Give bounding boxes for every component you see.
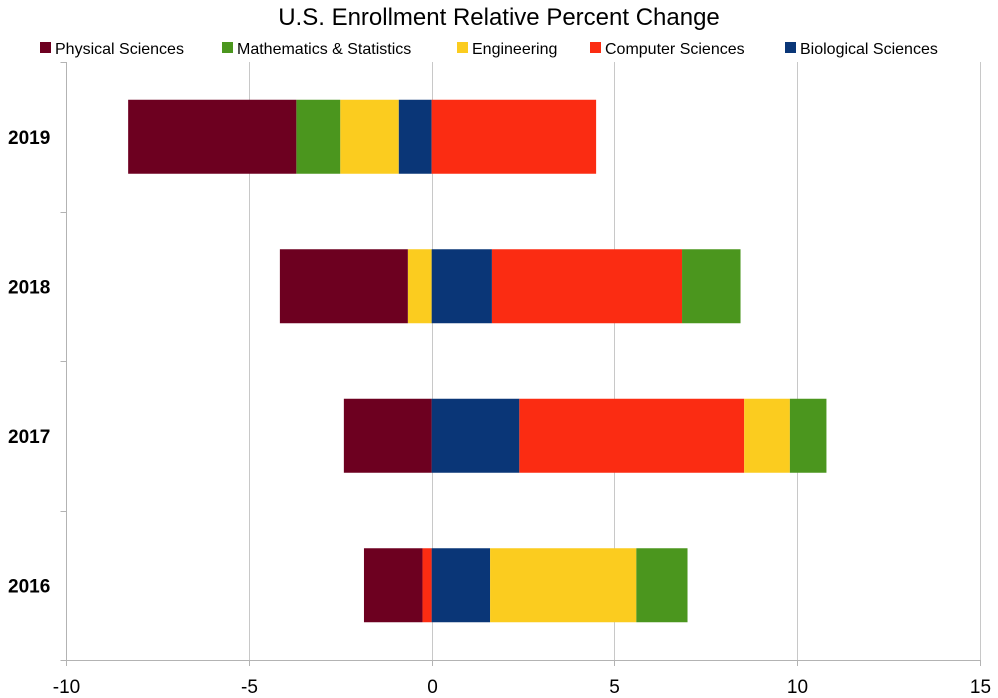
legend-swatch xyxy=(222,42,233,53)
x-tick-label: 0 xyxy=(427,677,438,698)
legend-swatch xyxy=(457,42,468,53)
x-tick-label: 10 xyxy=(787,677,808,698)
legend-item: Mathematics & Statistics xyxy=(222,41,411,58)
x-tick-label: 5 xyxy=(609,677,620,698)
legend-item: Engineering xyxy=(457,41,557,58)
bar-segment xyxy=(789,398,827,473)
x-tick-label: -10 xyxy=(53,677,80,698)
legend-swatch xyxy=(590,42,601,53)
bar-segment xyxy=(279,249,408,324)
bar-segment xyxy=(422,548,432,623)
legend-item: Computer Sciences xyxy=(590,41,745,58)
bar-segment xyxy=(682,249,741,324)
y-axis: 2019 2018 2017 2016 xyxy=(8,62,67,661)
bar-segment xyxy=(490,548,637,623)
legend-label: Physical Sciences xyxy=(55,41,184,58)
x-tick-label: -5 xyxy=(241,677,258,698)
bar-segment xyxy=(519,398,745,473)
category-label: 2019 xyxy=(8,128,50,149)
bar-segment xyxy=(431,99,597,174)
bars xyxy=(128,99,827,623)
legend-label: Engineering xyxy=(472,41,557,58)
legend-item: Physical Sciences xyxy=(40,41,184,58)
legend-label: Computer Sciences xyxy=(605,41,745,58)
x-axis: -10 -5 0 5 10 15 xyxy=(53,660,991,698)
bar-segment xyxy=(431,548,491,623)
chart-title: U.S. Enrollment Relative Percent Change xyxy=(278,4,720,31)
category-label: 2017 xyxy=(8,427,50,448)
legend-label: Mathematics & Statistics xyxy=(237,41,411,58)
bar-segment xyxy=(431,249,492,324)
legend-swatch xyxy=(40,42,51,53)
bar-segment xyxy=(128,99,297,174)
bar-segment xyxy=(340,99,399,174)
bar-segment xyxy=(431,398,520,473)
x-tick-label: 15 xyxy=(970,677,991,698)
bar-segment xyxy=(398,99,432,174)
bar-segment xyxy=(407,249,432,324)
legend-swatch xyxy=(785,42,796,53)
bar-segment xyxy=(636,548,688,623)
bar-segment xyxy=(296,99,341,174)
category-label: 2016 xyxy=(8,576,50,597)
category-label: 2018 xyxy=(8,277,50,298)
bar-segment xyxy=(744,398,790,473)
bar-segment xyxy=(363,548,423,623)
bar-segment xyxy=(491,249,683,324)
legend-item: Biological Sciences xyxy=(785,41,938,58)
bar-segment xyxy=(343,398,432,473)
legend: Physical Sciences Mathematics & Statistic… xyxy=(40,41,938,58)
legend-label: Biological Sciences xyxy=(800,41,938,58)
